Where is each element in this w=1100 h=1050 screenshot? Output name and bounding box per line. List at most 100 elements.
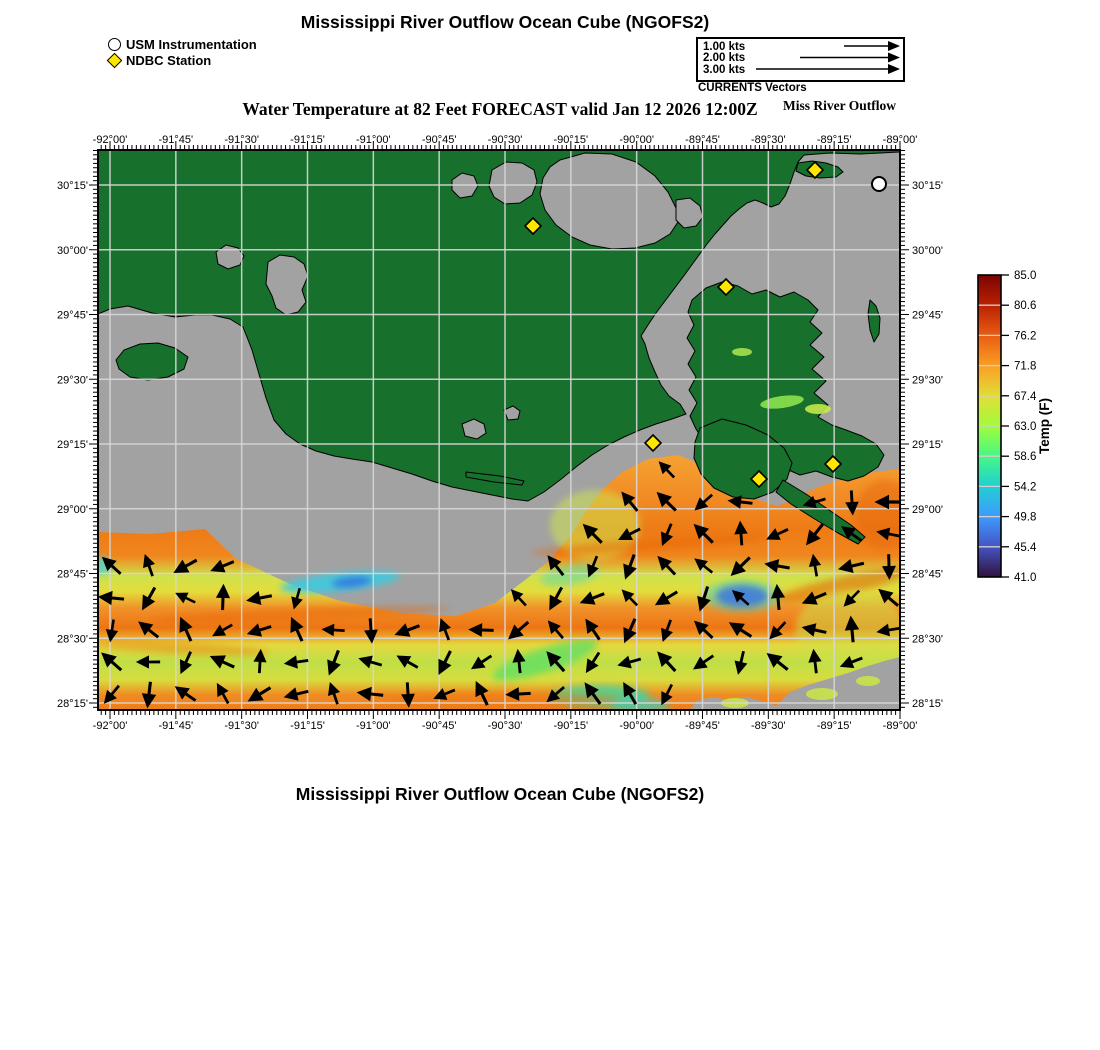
current-vector-arrow-icon <box>844 615 860 643</box>
current-vector-arrow-icon <box>770 583 786 611</box>
lat-tick-label-right: 29°15' <box>912 439 943 451</box>
current-vector-arrow-icon <box>874 494 900 510</box>
current-vector-arrow-icon <box>801 591 827 605</box>
current-vector-arrow-icon <box>327 681 341 705</box>
lake-maurepas <box>488 161 538 205</box>
axis-tick-labels: -92°00' -92°00' -91°45' -91°45' -91°30' -91°3… <box>57 134 943 732</box>
current-vector-arrow-icon <box>802 495 826 509</box>
ndbc-station-marker <box>749 469 769 489</box>
small-lake <box>265 254 309 316</box>
current-vector-arrow-icon <box>694 493 714 511</box>
current-vector-arrow-icon <box>584 682 602 705</box>
colorbar-axis-label: Temp (F) <box>1037 398 1052 454</box>
colorbar-tick-label: 71.8 <box>1014 361 1036 373</box>
currents-legend-caption: CURRENTS Vectors <box>698 82 807 94</box>
map-group: -92°00' -92°00' -91°45' -91°45' -91°30' -91°3… <box>57 134 1052 732</box>
current-vector-arrow-icon <box>246 623 272 637</box>
current-vector-arrow-icon <box>470 654 493 670</box>
lat-tick-label-right: 28°45' <box>912 569 943 581</box>
lat-tick-label-left: 29°00' <box>57 504 88 516</box>
current-vector-arrow-icon <box>358 655 383 669</box>
current-vector-arrow-icon <box>105 619 119 643</box>
lon-tick-label-top: -89°00' <box>883 134 918 146</box>
current-vector-arrow-icon <box>394 623 421 637</box>
page-title: Mississippi River Outflow Ocean Cube (NG… <box>300 12 710 32</box>
lat-tick-label-left: 28°30' <box>57 633 88 645</box>
current-vector-arrow-icon <box>693 620 714 639</box>
lon-tick-label-bottom: -91°00' <box>356 720 391 732</box>
usm-circle-icon <box>108 37 121 51</box>
current-vector-arrow-icon <box>585 651 601 674</box>
current-vector-arrow-icon <box>621 589 639 607</box>
lat-tick-label-right: 30°00' <box>912 245 943 257</box>
current-vector-arrow-icon <box>769 621 787 640</box>
current-vector-arrow-icon <box>508 620 530 640</box>
current-vector-arrow-icon <box>876 623 900 637</box>
current-vector-arrow-icon <box>764 559 790 573</box>
kts-label: 3.00 kts <box>703 63 746 76</box>
lon-tick-label-bottom: -90°15' <box>554 720 589 732</box>
current-vector-arrow-icon <box>728 622 753 638</box>
current-vector-arrow-icon <box>618 527 641 541</box>
lon-tick-label-top: -89°45' <box>685 134 720 146</box>
region-label: Miss River Outflow <box>783 98 896 113</box>
station-legend: USM Instrumentation NDBC Station <box>106 36 257 68</box>
page-title-bottom: Mississippi River Outflow Ocean Cube (NG… <box>295 784 705 804</box>
current-vector-arrow-icon <box>356 686 384 702</box>
current-vector-arrow-icon <box>215 583 231 611</box>
current-vector-arrow-icon <box>321 623 345 637</box>
current-vector-arrow-icon <box>327 649 341 676</box>
currents-vector-legend-box: 1.00 kts 2.00 kts 3.00 kts <box>696 37 905 82</box>
lat-tick-label-left: 29°45' <box>57 310 88 322</box>
colorbar-tick-label: 41.0 <box>1014 572 1036 584</box>
legend-arrowhead-icon <box>888 52 900 63</box>
current-vector-arrow-icon <box>216 682 230 705</box>
lon-tick-label-top: -90°15' <box>554 134 589 146</box>
lat-tick-label-left: 30°00' <box>57 245 88 257</box>
current-vector-arrow-icon <box>547 620 564 640</box>
current-vector-arrow-icon <box>141 681 157 709</box>
current-vector-arrow-icon <box>837 558 865 574</box>
current-vector-arrow-icon <box>549 586 564 611</box>
legend-row-usm: USM Instrumentation <box>108 36 257 52</box>
lon-tick-label-top: -90°00' <box>619 134 654 146</box>
current-vector-arrow-icon <box>103 684 120 704</box>
ndbc-station-marker <box>823 454 843 474</box>
current-vector-arrow-icon <box>179 651 193 675</box>
current-vector-arrow-icon <box>505 687 531 701</box>
barrier-sliver <box>465 471 525 486</box>
current-vector-arrow-icon <box>730 556 751 577</box>
colorbar-tick-label: 76.2 <box>1014 330 1036 342</box>
current-vector-arrow-icon <box>878 588 900 607</box>
lon-tick-label-bottom: -91°45' <box>159 720 194 732</box>
current-vector-arrow-icon <box>617 655 642 669</box>
current-vector-arrow-icon <box>510 589 527 607</box>
lat-tick-label-right: 30°15' <box>912 180 943 192</box>
current-vector-arrow-icon <box>439 618 451 641</box>
current-vector-arrow-icon <box>658 461 676 479</box>
current-vector-arrow-icon <box>801 623 827 637</box>
lon-tick-label-bottom: -92°00' <box>93 720 128 732</box>
lon-tick-label-top: -89°15' <box>817 134 852 146</box>
usm-legend-label: USM Instrumentation <box>126 36 257 52</box>
lon-tick-label-top: -91°15' <box>290 134 325 146</box>
lon-tick-label-bottom: -89°15' <box>817 720 852 732</box>
current-vector-arrow-icon <box>657 555 677 576</box>
current-vector-arrow-icon <box>546 651 566 673</box>
current-vector-arrow-icon <box>805 523 824 546</box>
lat-tick-label-right: 29°30' <box>912 374 943 386</box>
current-vector-arrow-icon <box>173 558 198 573</box>
current-vector-arrow-icon <box>654 590 679 606</box>
current-vector-arrow-icon <box>623 618 637 644</box>
current-vector-arrow-icon <box>253 648 267 674</box>
current-vector-arrow-icon <box>882 554 896 580</box>
current-vector-arrow-icon <box>283 687 309 701</box>
colorbar-tick-label: 63.0 <box>1014 421 1036 433</box>
current-vector-arrow-icon <box>585 618 601 641</box>
current-vector-arrow-icon <box>512 648 526 674</box>
forecast-subtitle: Water Temperature at 82 Feet FORECAST va… <box>242 99 758 119</box>
current-vector-arrow-icon <box>101 652 123 672</box>
current-vector-arrow-icon <box>727 495 753 509</box>
current-vector-arrow-icon <box>766 652 789 671</box>
current-vectors <box>98 461 900 709</box>
